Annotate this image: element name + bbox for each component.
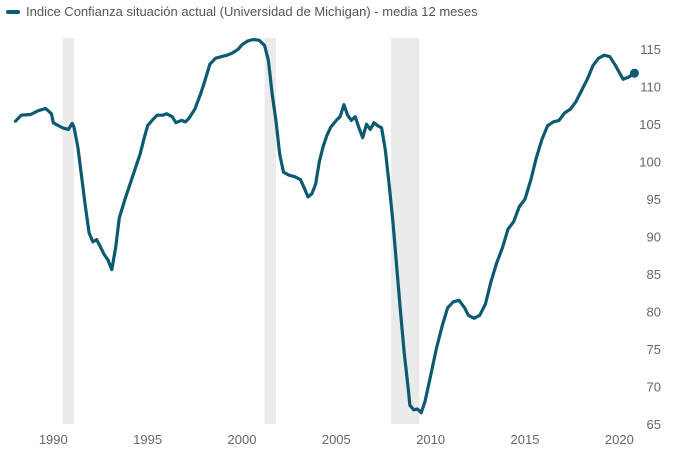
x-axis-ticks: 1990 1995 2000 2005 2010 2015 2020 <box>39 432 634 447</box>
x-tick-label: 2020 <box>605 432 634 447</box>
y-tick-label: 115 <box>640 42 661 57</box>
y-tick-label: 65 <box>647 417 661 432</box>
x-tick-label: 2015 <box>511 432 540 447</box>
legend: Indice Confianza situación actual (Unive… <box>6 4 478 19</box>
series-line-1 <box>13 37 636 415</box>
y-tick-label: 70 <box>647 380 661 395</box>
x-tick-label: 2000 <box>228 432 257 447</box>
series-layer <box>13 37 639 415</box>
y-tick-label: 110 <box>640 80 661 95</box>
y-tick-label: 105 <box>639 117 661 132</box>
x-tick-label: 1995 <box>133 432 162 447</box>
y-tick-label: 80 <box>647 305 661 320</box>
y-tick-label: 100 <box>639 155 661 170</box>
legend-label: Indice Confianza situación actual (Unive… <box>26 4 478 19</box>
legend-swatch <box>6 9 20 14</box>
series-end-point <box>629 68 639 78</box>
x-tick-label: 1990 <box>39 432 68 447</box>
y-tick-label: 90 <box>647 230 661 245</box>
y-tick-label: 75 <box>647 342 661 357</box>
y-axis-ticks: 65 70 75 80 85 90 95 100 105 110 115 <box>639 42 661 432</box>
x-tick-label: 2010 <box>416 432 445 447</box>
y-tick-label: 85 <box>647 267 661 282</box>
recession-band-1 <box>62 38 75 424</box>
y-tick-label: 95 <box>647 192 661 207</box>
recession-band-2 <box>264 38 276 424</box>
x-tick-label: 2005 <box>322 432 351 447</box>
